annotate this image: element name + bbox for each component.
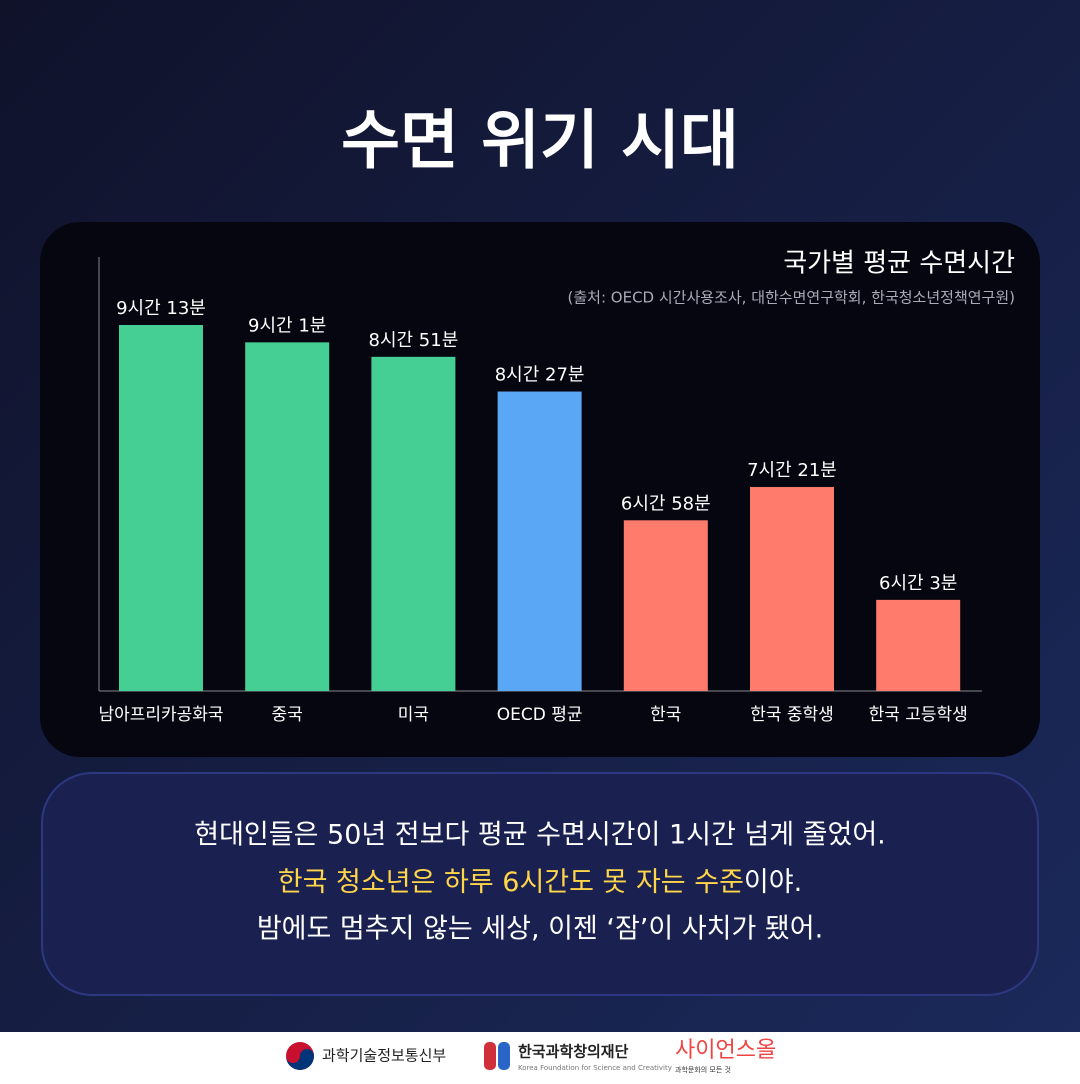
chart-title: 국가별 평균 수면시간 xyxy=(783,249,1015,279)
value-label: 9시간 1분 xyxy=(248,315,326,336)
value-label: 8시간 51분 xyxy=(369,330,459,351)
highlight: 한국 청소년은 하루 6시간도 못 자는 수준 xyxy=(278,867,744,898)
logo-text: 사이언스올 xyxy=(675,1038,776,1063)
bar xyxy=(119,324,203,691)
x-tick-label: 한국 xyxy=(650,705,681,725)
bar xyxy=(497,391,582,691)
value-label: 6시간 3분 xyxy=(879,573,957,594)
logo-subtext: Korea Foundation for Science and Creativ… xyxy=(518,1064,672,1072)
bar xyxy=(623,520,708,691)
value-label: 7시간 21분 xyxy=(747,460,837,481)
logo-text: 과학기술정보통신부 xyxy=(322,1047,446,1065)
x-tick-label: 미국 xyxy=(398,705,429,725)
bar xyxy=(245,342,330,691)
bar xyxy=(876,599,961,691)
x-tick-label: OECD 평균 xyxy=(497,705,583,725)
x-tick-label: 남아프리카공화국 xyxy=(98,705,223,725)
logo-text: 한국과학창의재단 xyxy=(518,1043,629,1061)
text-line: 현대인들은 50년 전보다 평균 수면시간이 1시간 넘게 줄었어. xyxy=(194,820,886,851)
logo-icon xyxy=(484,1042,496,1070)
text-line: 한국 청소년은 하루 6시간도 못 자는 수준이야. xyxy=(278,867,802,898)
value-label: 9시간 13분 xyxy=(116,298,206,319)
logo-icon xyxy=(498,1042,510,1070)
text-line: 밤에도 멈추지 않는 세상, 이젠 ‘잠’이 사치가 됐어. xyxy=(257,914,823,945)
bar xyxy=(750,487,834,691)
value-label: 8시간 27분 xyxy=(495,365,585,386)
page-title: 수면 위기 시대 xyxy=(341,105,739,179)
text-panel xyxy=(41,772,1039,996)
footer xyxy=(0,1032,1080,1080)
x-tick-label: 중국 xyxy=(272,705,303,725)
logo-subtext: 과학문화의 모든 것 xyxy=(675,1065,731,1074)
x-tick-label: 한국 중학생 xyxy=(750,705,834,725)
chart-subtitle: (출처: OECD 시간사용조사, 대한수면연구학회, 한국청소년정책연구원) xyxy=(568,289,1015,307)
bar xyxy=(371,356,456,691)
logo-icon xyxy=(286,1049,314,1070)
value-label: 6시간 58분 xyxy=(621,493,711,514)
x-tick-label: 한국 고등학생 xyxy=(869,705,968,725)
text: 이야. xyxy=(744,867,802,898)
